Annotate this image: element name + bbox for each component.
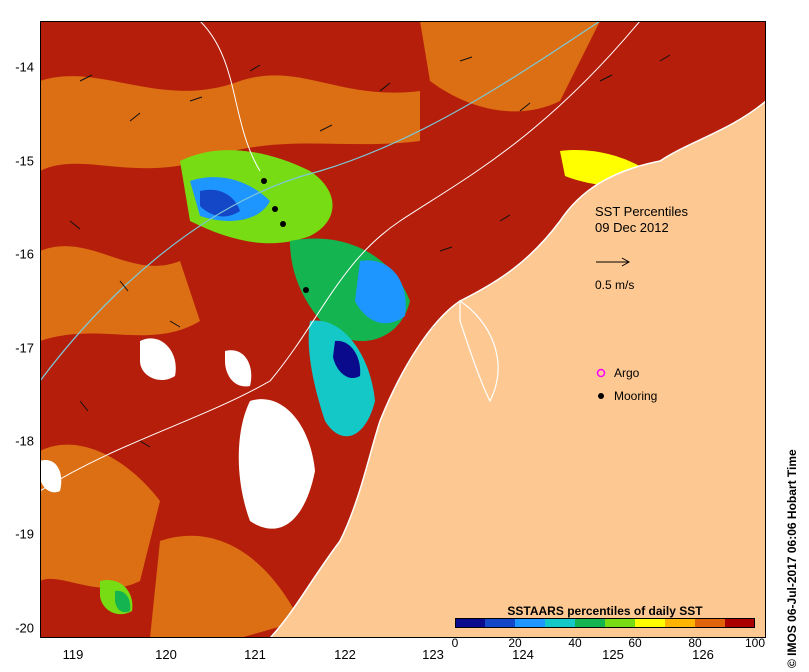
- colorbar-tick: 80: [688, 636, 702, 650]
- lon-tick: 123: [422, 647, 444, 662]
- lat-tick: -14: [15, 59, 34, 75]
- colorbar-tick: 100: [744, 636, 766, 650]
- colorbar-title: SSTAARS percentiles of daily SST: [507, 604, 703, 618]
- colorbar-swatch: [695, 618, 725, 628]
- map-title-line: SST Percentiles: [595, 204, 688, 219]
- colorbar-swatch: [665, 618, 695, 628]
- warm-patches: [40, 21, 600, 638]
- scale-arrow-icon: [596, 257, 631, 267]
- lon-tick: 120: [155, 647, 177, 662]
- credit-text: © IMOS 06-Jul-2017 06:06 Hobart Time: [785, 449, 799, 668]
- lat-tick: -15: [15, 153, 34, 169]
- colorbar-swatch: [455, 618, 485, 628]
- cloud-gaps: [40, 338, 315, 529]
- legend-item-argo: Argo: [594, 366, 639, 380]
- colorbar-outline: [455, 618, 755, 628]
- lat-tick: -19: [15, 526, 34, 542]
- colorbar-tick: 0: [451, 636, 459, 650]
- colorbar: SSTAARS percentiles of daily SST 0 20 40…: [451, 604, 765, 658]
- current-vectors: [69, 54, 671, 448]
- contour-lines: [40, 21, 641, 492]
- sst-map[interactable]: [40, 21, 766, 638]
- lat-tick: -18: [15, 433, 34, 449]
- argo-ring-icon: [594, 366, 608, 380]
- colorbar-swatch: [545, 618, 575, 628]
- colorbar-swatch: [485, 618, 515, 628]
- king-sound-inlet: [459, 299, 499, 403]
- map-border: [40, 21, 766, 638]
- lat-tick: -20: [15, 620, 34, 636]
- colorbar-swatch: [725, 618, 755, 628]
- legend-item-mooring: Mooring: [594, 389, 657, 403]
- colorbar-swatch: [635, 618, 665, 628]
- lon-tick: 126: [692, 647, 714, 662]
- colorbar-swatch: [575, 618, 605, 628]
- colorbar-tick: 40: [568, 636, 582, 650]
- lon-tick: 122: [334, 647, 356, 662]
- map-date: 09 Dec 2012: [595, 220, 669, 235]
- lat-tick: -16: [15, 246, 34, 262]
- colorbar-swatch: [605, 618, 635, 628]
- lon-tick: 119: [62, 647, 84, 662]
- scale-arrow-label: 0.5 m/s: [595, 278, 635, 292]
- mooring-star-icon: [594, 389, 608, 403]
- legend-label: Mooring: [614, 389, 658, 403]
- colorbar-swatches: [455, 618, 755, 628]
- lon-tick: 124: [512, 647, 534, 662]
- lon-tick: 121: [244, 647, 266, 662]
- mooring-markers[interactable]: [261, 178, 309, 293]
- lat-tick: -17: [15, 340, 34, 356]
- colorbar-tick: 20: [508, 636, 522, 650]
- colorbar-swatch: [515, 618, 545, 628]
- map-title: SST Percentiles 09 Dec 2012: [595, 204, 688, 236]
- colorbar-tick: 60: [628, 636, 642, 650]
- legend-label: Argo: [614, 366, 640, 380]
- lon-tick: 125: [602, 647, 624, 662]
- map-panel[interactable]: [40, 21, 766, 638]
